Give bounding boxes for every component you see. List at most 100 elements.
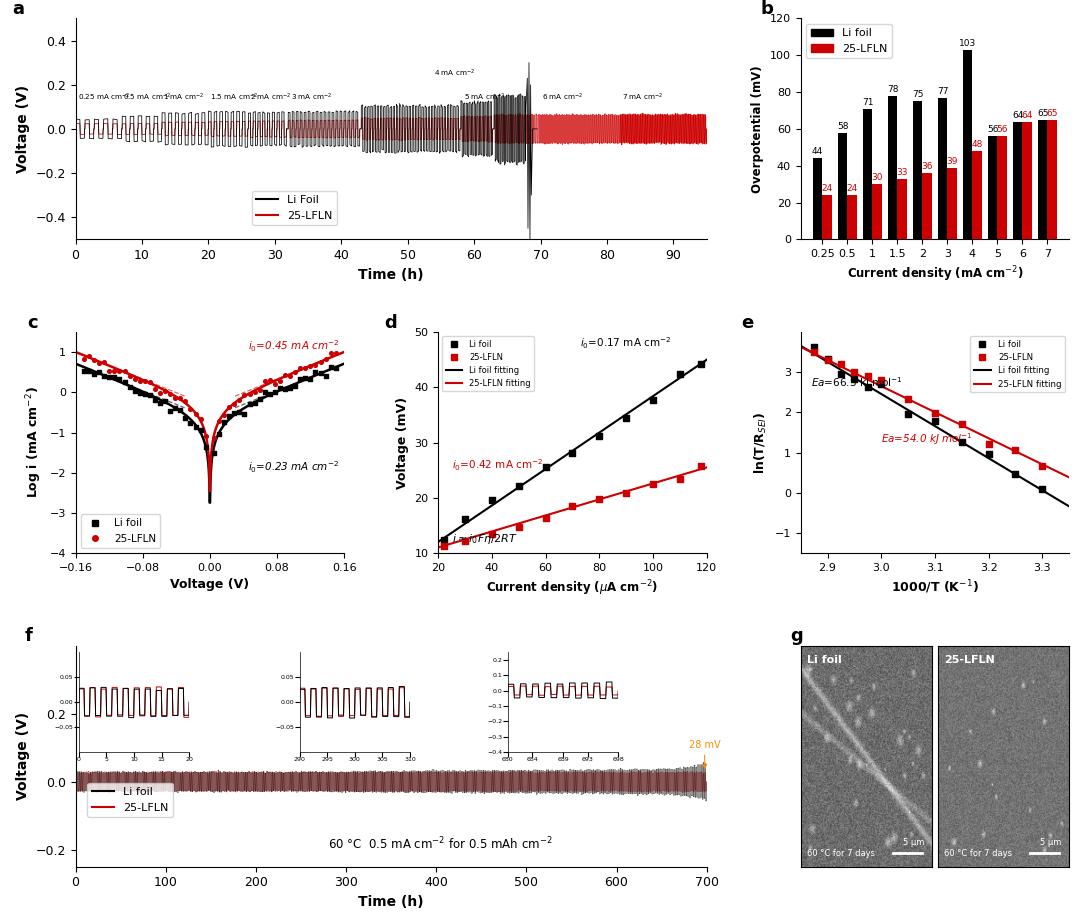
- Point: [172, 402, 189, 417]
- Point: [141, 387, 159, 402]
- X-axis label: Current density ($\mu$A cm$^{-2}$): Current density ($\mu$A cm$^{-2}$): [486, 578, 659, 597]
- Point: [671, 367, 688, 382]
- Bar: [848, 195, 856, 240]
- Point: [100, 363, 118, 378]
- Point: [846, 372, 863, 386]
- Point: [927, 406, 944, 420]
- Point: [246, 384, 264, 399]
- Text: c: c: [27, 313, 38, 332]
- Point: [251, 392, 268, 407]
- Point: [216, 414, 233, 429]
- Legend: Li foil, 25-LFLN: Li foil, 25-LFLN: [87, 783, 173, 817]
- Point: [1034, 481, 1051, 496]
- Text: 64: 64: [1022, 111, 1032, 120]
- Point: [172, 391, 189, 406]
- Legend: Li foil, 25-LFLN: Li foil, 25-LFLN: [81, 514, 161, 548]
- Point: [251, 383, 268, 397]
- Point: [231, 393, 248, 408]
- Point: [618, 485, 635, 500]
- Text: 56: 56: [987, 125, 998, 135]
- Point: [1007, 443, 1024, 457]
- Point: [241, 386, 258, 401]
- Point: [85, 353, 103, 368]
- Text: $Ea$=66.5 kJ mol$^{-1}$: $Ea$=66.5 kJ mol$^{-1}$: [811, 375, 903, 391]
- Point: [96, 355, 113, 370]
- Point: [187, 420, 204, 434]
- Point: [151, 396, 168, 410]
- Text: $i_0$=0.23 mA cm$^{-2}$: $i_0$=0.23 mA cm$^{-2}$: [247, 459, 339, 475]
- Point: [256, 384, 273, 399]
- Point: [192, 423, 210, 438]
- Point: [76, 351, 93, 366]
- Point: [860, 368, 877, 383]
- Text: 78: 78: [887, 85, 899, 94]
- Point: [819, 352, 836, 367]
- Legend: Li foil, 25-LFLN, Li foil fitting, 25-LFLN fitting: Li foil, 25-LFLN, Li foil fitting, 25-LF…: [443, 337, 534, 392]
- Text: 64: 64: [1012, 111, 1024, 120]
- Point: [322, 360, 339, 374]
- Legend: Li foil, 25-LFLN, Li foil fitting, 25-LFLN fitting: Li foil, 25-LFLN, Li foil fitting, 25-LF…: [971, 337, 1065, 392]
- Bar: [1013, 122, 1023, 240]
- Bar: [888, 96, 897, 240]
- Text: 24: 24: [847, 184, 858, 194]
- Point: [307, 364, 324, 379]
- Point: [96, 369, 113, 384]
- Point: [157, 384, 174, 398]
- Point: [80, 349, 97, 363]
- Point: [316, 351, 334, 366]
- Point: [126, 384, 144, 398]
- Point: [197, 429, 214, 443]
- Bar: [863, 109, 873, 240]
- Point: [76, 363, 93, 378]
- Point: [645, 393, 662, 408]
- Point: [146, 382, 163, 396]
- Point: [80, 364, 97, 379]
- Y-axis label: Voltage (V): Voltage (V): [16, 712, 30, 800]
- Point: [197, 440, 214, 455]
- Point: [211, 427, 228, 442]
- Point: [192, 412, 210, 427]
- Point: [116, 375, 133, 390]
- Point: [671, 472, 688, 487]
- Bar: [813, 159, 822, 240]
- Legend: Li foil, 25-LFLN: Li foil, 25-LFLN: [806, 24, 892, 58]
- Text: 60 °C for 7 days: 60 °C for 7 days: [807, 848, 875, 857]
- Text: 1.5 mA cm$^{-2}$: 1.5 mA cm$^{-2}$: [210, 92, 258, 103]
- Point: [177, 394, 194, 408]
- Text: $i_0$=0.45 mA cm$^{-2}$: $i_0$=0.45 mA cm$^{-2}$: [247, 338, 339, 353]
- Point: [166, 401, 184, 416]
- Point: [271, 381, 288, 396]
- Point: [312, 354, 329, 369]
- Text: f: f: [25, 627, 33, 645]
- Point: [483, 527, 500, 542]
- Point: [692, 458, 710, 473]
- Point: [220, 408, 238, 423]
- Point: [271, 373, 288, 388]
- Text: 39: 39: [946, 157, 958, 166]
- Point: [860, 380, 877, 395]
- Point: [301, 372, 319, 386]
- Point: [316, 368, 334, 383]
- Text: 3 mA cm$^{-2}$: 3 mA cm$^{-2}$: [292, 92, 333, 103]
- Point: [510, 479, 527, 493]
- Point: [276, 368, 294, 383]
- Point: [126, 372, 144, 386]
- Point: [121, 380, 138, 395]
- Text: $i_0$=0.42 mA cm$^{-2}$: $i_0$=0.42 mA cm$^{-2}$: [451, 457, 543, 473]
- Text: 24: 24: [822, 184, 833, 194]
- Legend: Li Foil, 25-LFLN: Li Foil, 25-LFLN: [252, 191, 337, 225]
- Text: 60 °C for 7 days: 60 °C for 7 days: [944, 848, 1012, 857]
- Bar: [838, 133, 848, 240]
- Y-axis label: ln(T/R$_{SEI}$): ln(T/R$_{SEI}$): [753, 411, 769, 474]
- Point: [162, 404, 179, 419]
- Point: [873, 372, 890, 387]
- Text: 0.5 mA cm$^{-2}$: 0.5 mA cm$^{-2}$: [123, 92, 172, 103]
- X-axis label: Time (h): Time (h): [359, 267, 424, 281]
- Point: [241, 397, 258, 412]
- Text: $i\approx i_0 F\eta/2RT$: $i\approx i_0 F\eta/2RT$: [451, 532, 517, 546]
- Point: [131, 385, 148, 400]
- Point: [205, 431, 222, 445]
- Point: [220, 399, 238, 414]
- Point: [833, 366, 850, 381]
- Text: 75: 75: [912, 90, 923, 100]
